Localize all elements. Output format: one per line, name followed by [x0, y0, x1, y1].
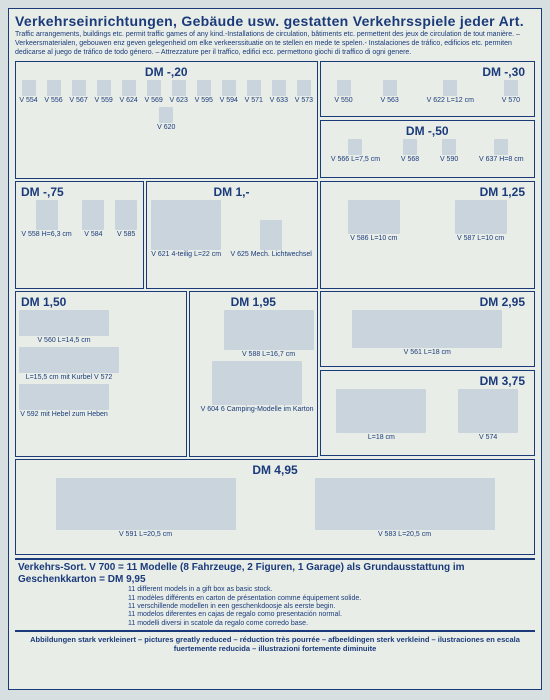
footer-main: Verkehrs-Sort. V 700 = 11 Modelle (8 Fah… — [18, 562, 532, 586]
catalog-item: V 573 — [295, 80, 313, 105]
items: V 588 L=16,7 cm V 604 6 Camping-Modelle … — [193, 310, 314, 413]
catalog-item: V 550 — [334, 80, 352, 105]
catalog-item: V 558 H=6,3 cm — [21, 200, 71, 239]
catalog-item: V 595 — [195, 80, 213, 105]
header: Verkehrseinrichtungen, Gebäude usw. gest… — [15, 13, 535, 57]
cell-dm150: DM 1,50 V 560 L=14,5 cm L=15,5 cm mit Ku… — [15, 291, 187, 457]
footer-line: 11 modèles différents en carton de prése… — [128, 595, 532, 603]
page-title: Verkehrseinrichtungen, Gebäude usw. gest… — [15, 13, 535, 29]
catalog-item: V 621 4-teilig L=22 cm — [151, 200, 221, 259]
catalog-item: V 620 — [157, 107, 175, 132]
catalog-item: V 585 — [115, 200, 137, 239]
items: V 550 V 563 V 622 L=12 cm V 570 — [324, 80, 532, 105]
footer-line: 11 verschillende modellen in een geschen… — [128, 603, 532, 611]
footer-lines: 11 different models in a gift box as bas… — [18, 586, 532, 628]
items: V 558 H=6,3 cm V 584 V 585 — [19, 200, 140, 239]
cell-dm030: DM -,30 V 550 V 563 V 622 L=12 cm V 570 — [320, 61, 536, 117]
catalog-item: V 592 mit Hebel zum Heben — [19, 384, 109, 419]
items: V 554 V 556 V 567 V 559 V 624 V 569 V 62… — [19, 80, 314, 131]
footer-line: 11 modelos diferentes en cajas de regalo… — [128, 611, 532, 619]
price: DM 3,75 — [324, 374, 532, 388]
catalog-item: V 554 — [19, 80, 37, 105]
catalog-item: V 588 L=16,7 cm — [224, 310, 314, 359]
catalog-item: V 570 — [502, 80, 520, 105]
price: DM -,75 — [19, 185, 140, 199]
cell-dm295: DM 2,95 V 561 L=18 cm — [320, 291, 536, 367]
price: DM 1,50 — [19, 295, 183, 309]
cell-dm125: DM 1,25 V 586 L=10 cm V 587 L=10 cm — [320, 181, 536, 289]
catalog-item: L=15,5 cm mit Kurbel V 572 — [19, 347, 119, 382]
catalog-item: V 624 — [119, 80, 137, 105]
catalog-item: L=18 cm — [336, 389, 426, 442]
catalog-item: V 586 L=10 cm — [348, 200, 400, 243]
catalog-item: V 623 — [170, 80, 188, 105]
catalog-item: V 574 — [458, 389, 518, 442]
items: V 561 L=18 cm — [324, 310, 532, 357]
price: DM -,30 — [324, 65, 532, 79]
catalog-item: V 591 L=20,5 cm — [56, 478, 236, 539]
catalog-item: V 566 L=7,5 cm — [331, 139, 380, 164]
catalog-item: V 587 L=10 cm — [455, 200, 507, 243]
price: DM -,50 — [324, 124, 532, 138]
catalog-item: V 594 — [220, 80, 238, 105]
cell-dm020: DM -,20 V 554 V 556 V 567 V 559 V 624 V … — [15, 61, 318, 179]
price: DM 1,95 — [193, 295, 314, 309]
catalog-item: V 583 L=20,5 cm — [315, 478, 495, 539]
price: DM 1,25 — [324, 185, 532, 199]
cell-dm195: DM 1,95 V 588 L=16,7 cm V 604 6 Camping-… — [189, 291, 318, 457]
cell-dm050: DM -,50 V 566 L=7,5 cm V 568 V 590 V 637… — [320, 120, 536, 178]
catalog-item: V 604 6 Camping-Modelle im Karton — [201, 361, 314, 414]
product-grid: DM -,20 V 554 V 556 V 567 V 559 V 624 V … — [15, 61, 535, 555]
catalog-item: V 556 — [44, 80, 62, 105]
catalog-item: V 590 — [440, 139, 458, 164]
price: DM 2,95 — [324, 295, 532, 309]
catalog-item: V 567 — [69, 80, 87, 105]
items: V 591 L=20,5 cm V 583 L=20,5 cm — [19, 478, 531, 539]
price: DM 1,- — [150, 185, 314, 199]
items: V 566 L=7,5 cm V 568 V 590 V 637 H=8 cm — [324, 139, 532, 164]
catalog-item: V 569 — [145, 80, 163, 105]
footer-line: 11 modelli diversi in scatole da regalo … — [128, 620, 532, 628]
catalog-item: V 560 L=14,5 cm — [19, 310, 109, 345]
price: DM -,20 — [19, 65, 314, 79]
items: L=18 cm V 574 — [324, 389, 532, 442]
items: V 586 L=10 cm V 587 L=10 cm — [324, 200, 532, 243]
catalog-item: V 625 Mech. Lichtwechsel — [230, 220, 311, 259]
catalog-item: V 584 — [82, 200, 104, 239]
catalog-item: V 571 — [245, 80, 263, 105]
catalog-item: V 561 L=18 cm — [352, 310, 502, 357]
bottom-note: Abbildungen stark verkleinert – pictures… — [15, 635, 535, 653]
footer-line: 11 different models in a gift box as bas… — [128, 586, 532, 594]
items: V 560 L=14,5 cm L=15,5 cm mit Kurbel V 5… — [19, 310, 183, 418]
items: V 621 4-teilig L=22 cm V 625 Mech. Licht… — [150, 200, 314, 259]
catalog-page: Verkehrseinrichtungen, Gebäude usw. gest… — [8, 8, 542, 690]
cell-dm075: DM -,75 V 558 H=6,3 cm V 584 V 585 — [15, 181, 144, 289]
cell-dm1: DM 1,- V 621 4-teilig L=22 cm V 625 Mech… — [146, 181, 318, 289]
footer-band: Verkehrs-Sort. V 700 = 11 Modelle (8 Fah… — [15, 558, 535, 632]
cell-dm375: DM 3,75 L=18 cm V 574 — [320, 370, 536, 456]
cell-dm495: DM 4,95 V 591 L=20,5 cm V 583 L=20,5 cm — [15, 459, 535, 555]
price: DM 4,95 — [19, 463, 531, 477]
catalog-item: V 568 — [401, 139, 419, 164]
catalog-item: V 563 — [381, 80, 399, 105]
catalog-item: V 637 H=8 cm — [479, 139, 524, 164]
catalog-item: V 633 — [270, 80, 288, 105]
catalog-item: V 622 L=12 cm — [427, 80, 474, 105]
page-subtitle: Traffic arrangements, buildings etc. per… — [15, 31, 535, 57]
catalog-item: V 559 — [94, 80, 112, 105]
